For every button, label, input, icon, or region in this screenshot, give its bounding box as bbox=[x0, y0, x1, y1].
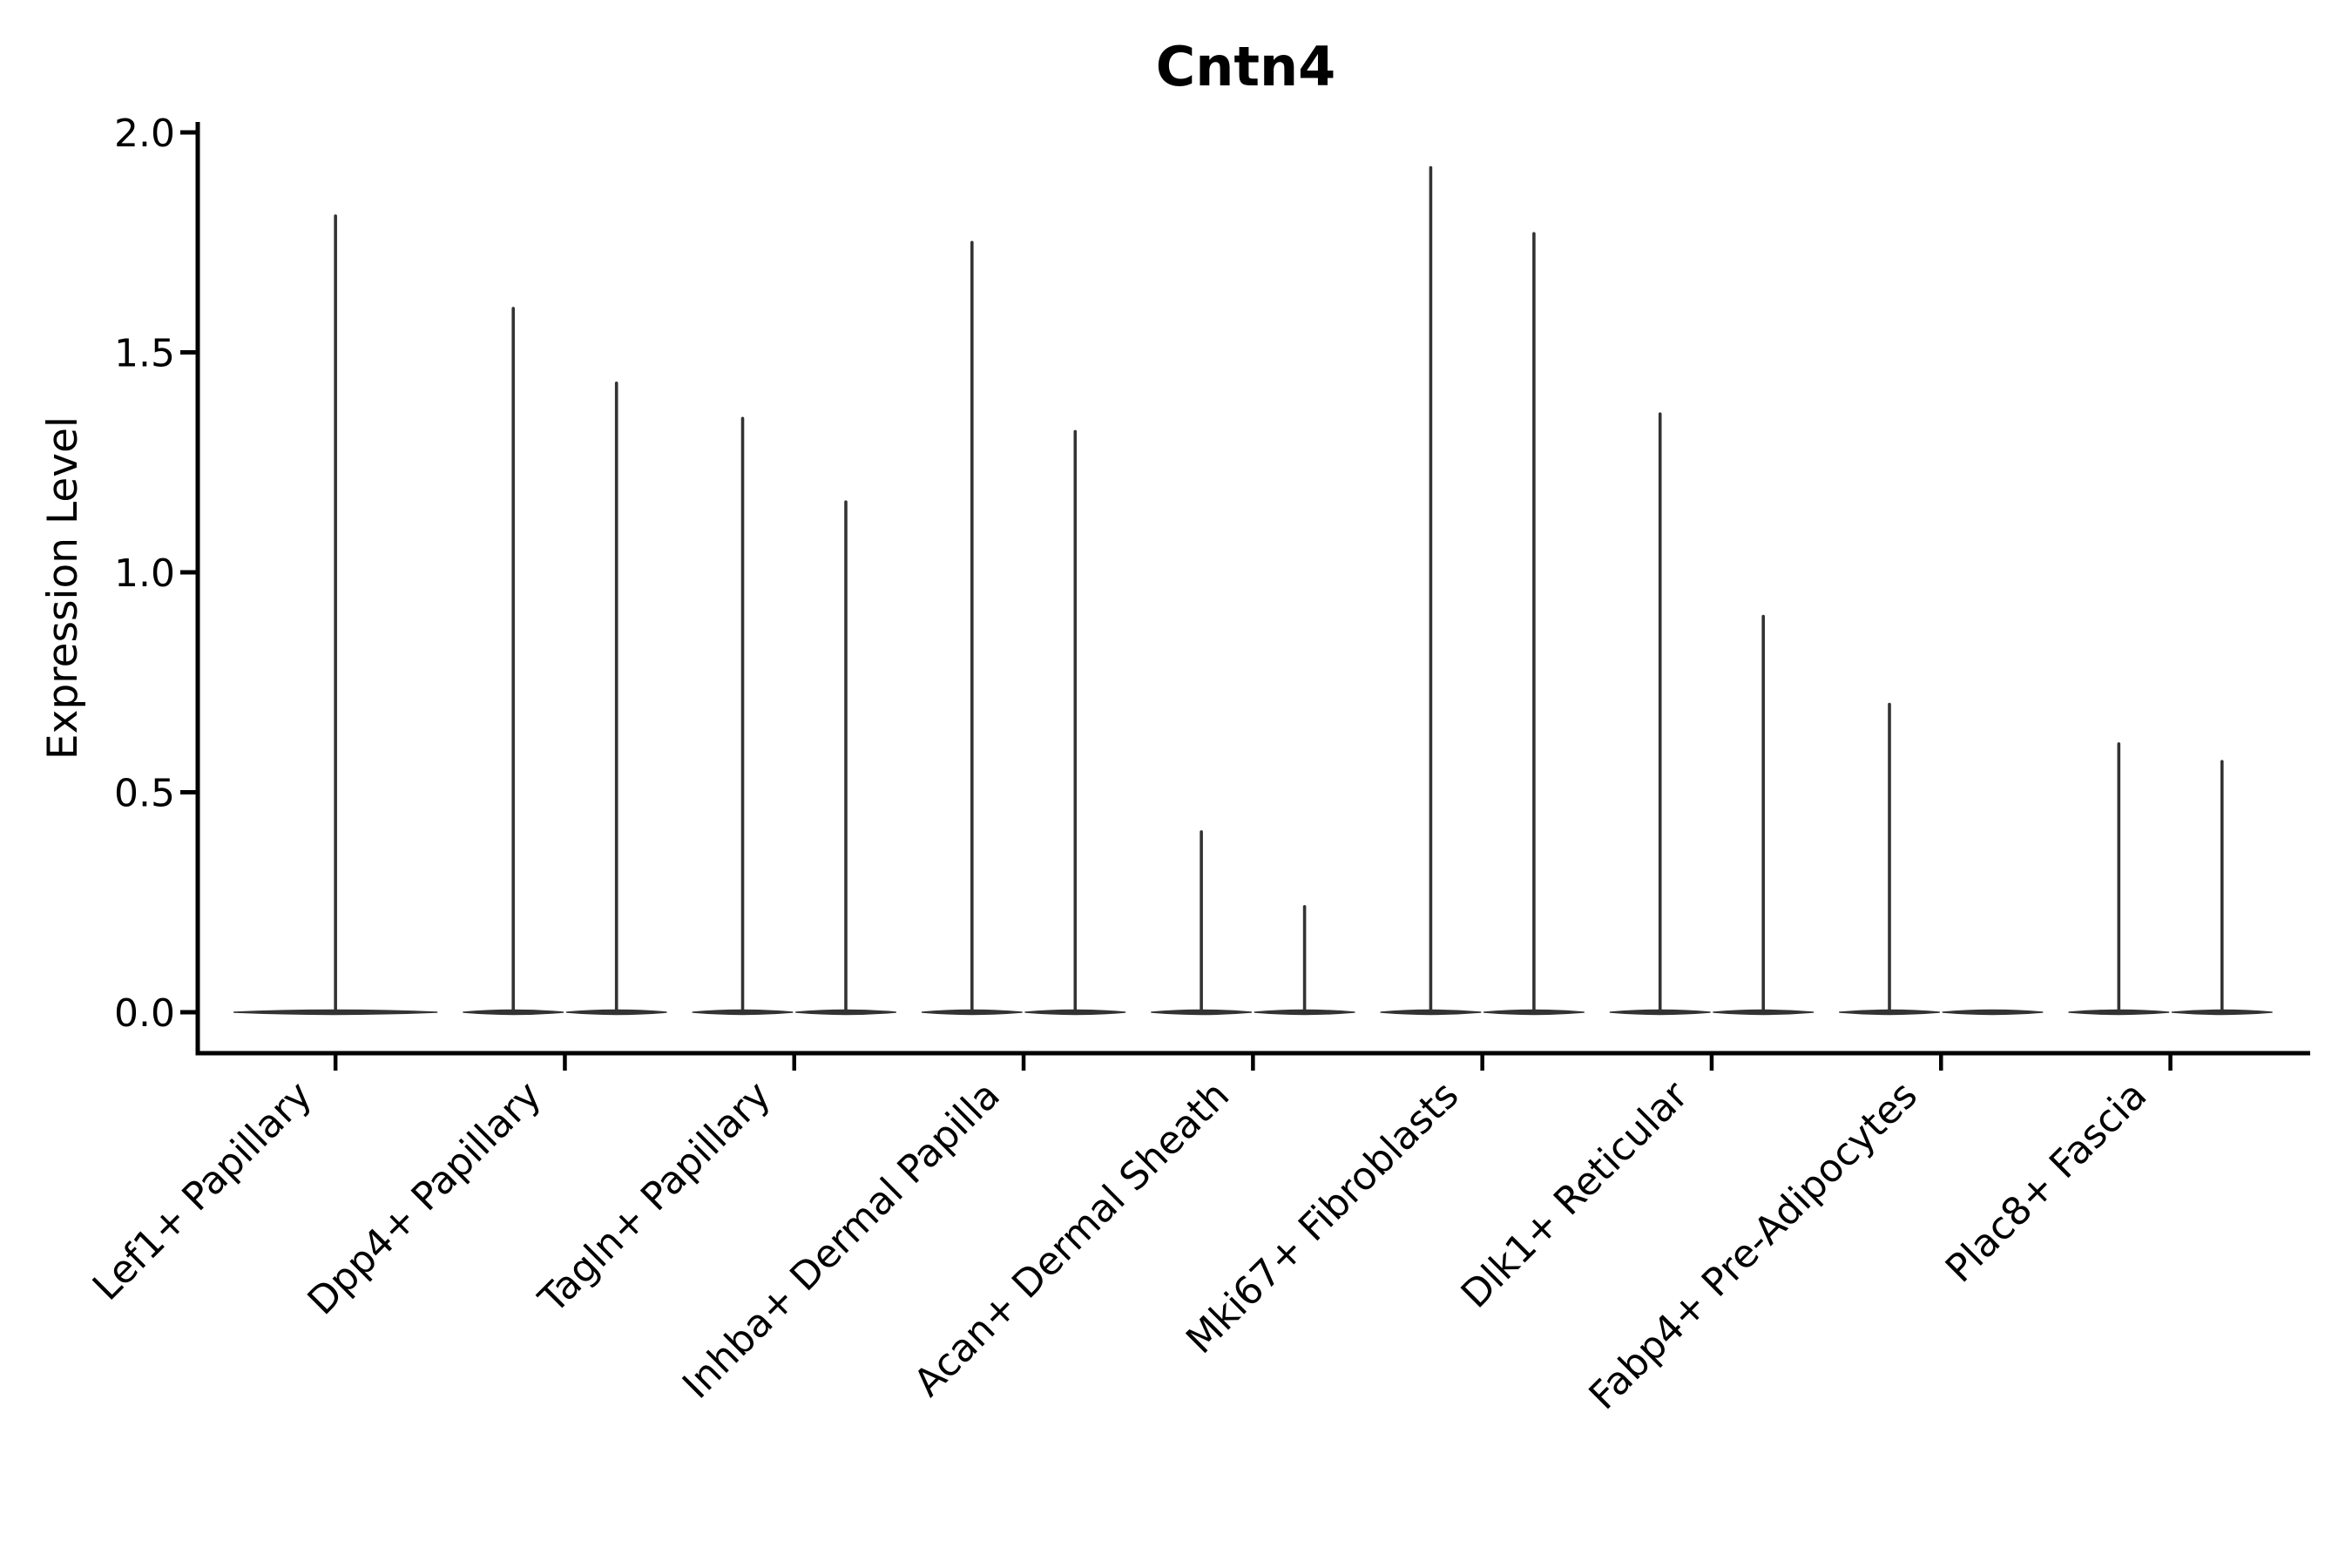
y-tick-label: 1.5 bbox=[114, 332, 175, 376]
y-tick-label: 0.0 bbox=[114, 991, 175, 1036]
violin-category bbox=[2068, 742, 2273, 1016]
y-axis-ticks: 0.0 0.5 1.0 1.5 2.0 bbox=[114, 112, 196, 1036]
violin-category bbox=[692, 416, 897, 1016]
x-tick-label: Lef1+ Papillary bbox=[84, 1073, 321, 1309]
y-tick-label: 2.0 bbox=[114, 112, 175, 156]
violin-category bbox=[1609, 412, 1815, 1016]
y-tick-label: 1.0 bbox=[114, 551, 175, 596]
violin-base bbox=[1942, 1009, 2044, 1016]
violin-category bbox=[1838, 702, 2044, 1016]
axes-spines bbox=[195, 122, 2310, 1056]
violin-category bbox=[463, 307, 667, 1016]
violins-layer bbox=[233, 166, 2273, 1016]
violin-category bbox=[921, 240, 1126, 1016]
y-tick-label: 0.5 bbox=[114, 772, 175, 816]
x-tick-label: Dpp4+ Papillary bbox=[300, 1073, 551, 1324]
x-tick-label: Plac8+ Fascia bbox=[1937, 1073, 2156, 1292]
violin-category bbox=[1151, 830, 1355, 1016]
plot-title: Cntn4 bbox=[1156, 35, 1336, 98]
y-axis-label: Expression Level bbox=[39, 416, 87, 760]
x-tick-label: Dlk1+ Reticular bbox=[1453, 1072, 1698, 1317]
violin-category bbox=[233, 214, 438, 1016]
x-tick-label: Tagln+ Papillary bbox=[530, 1073, 779, 1322]
violin-category bbox=[1380, 166, 1585, 1016]
